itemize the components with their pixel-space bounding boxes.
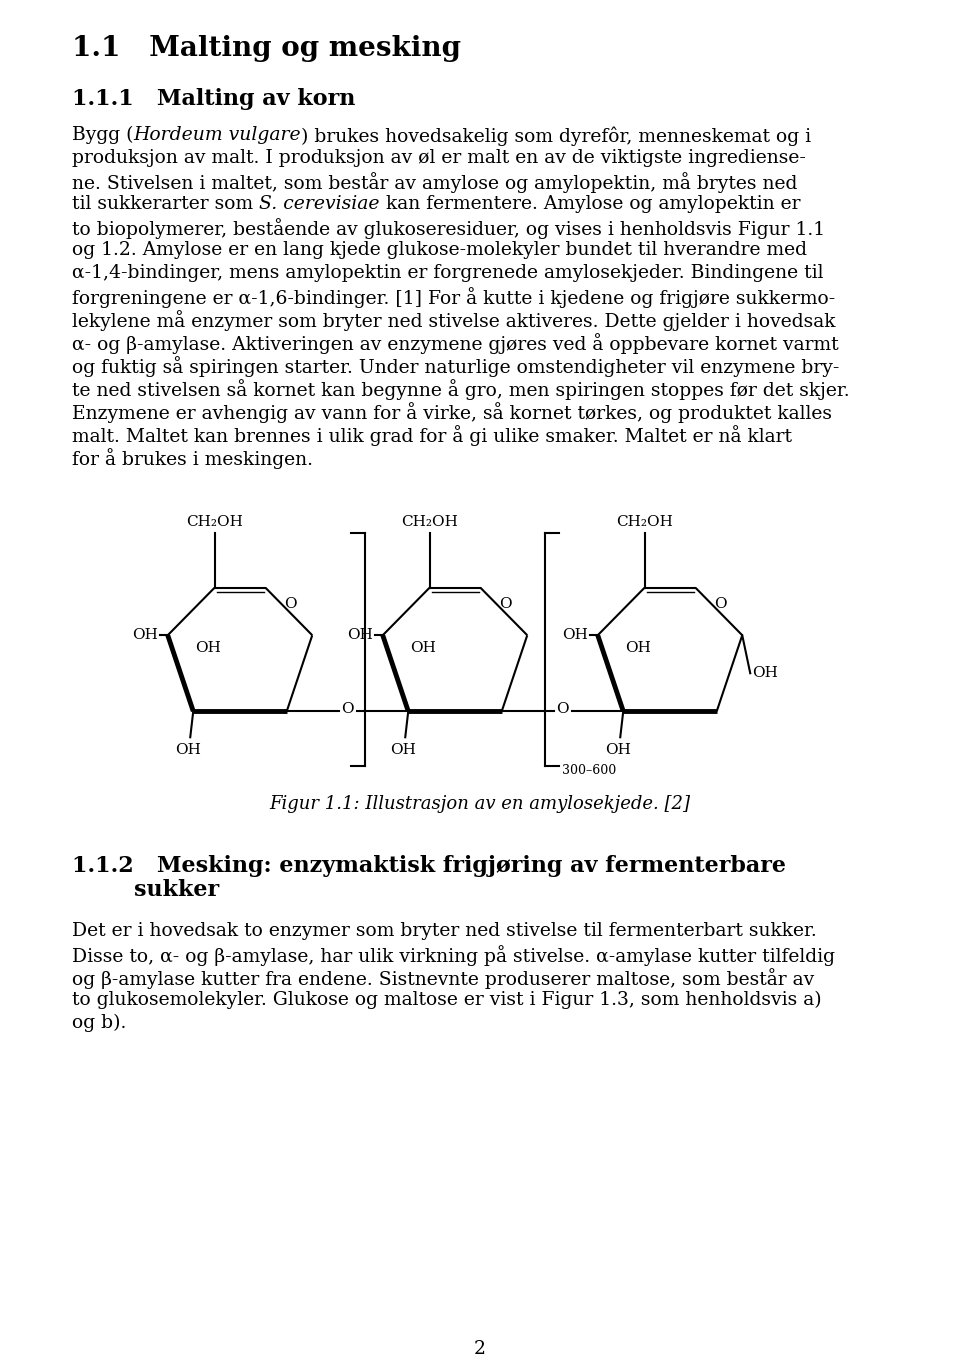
Text: OH: OH (411, 642, 437, 655)
Text: malt. Maltet kan brennes i ulik grad for å gi ulike smaker. Maltet er nå klart: malt. Maltet kan brennes i ulik grad for… (72, 425, 792, 446)
Text: O: O (341, 702, 354, 716)
Text: OH: OH (606, 743, 631, 757)
Text: OH: OH (176, 743, 202, 757)
Text: lekylene må enzymer som bryter ned stivelse aktiveres. Dette gjelder i hovedsak: lekylene må enzymer som bryter ned stive… (72, 310, 835, 330)
Text: O: O (556, 702, 569, 716)
Text: produksjon av malt. I produksjon av øl er malt en av de viktigste ingrediense-: produksjon av malt. I produksjon av øl e… (72, 149, 805, 167)
Text: O: O (714, 596, 727, 610)
Text: Figur 1.1: Illustrasjon av en amylosekjede. [2]: Figur 1.1: Illustrasjon av en amylosekje… (270, 795, 690, 813)
Text: O: O (284, 596, 298, 610)
Text: CH₂OH: CH₂OH (616, 514, 673, 529)
Text: S. cerevisiae: S. cerevisiae (259, 195, 379, 213)
Text: α- og β-amylase. Aktiveringen av enzymene gjøres ved å oppbevare kornet varmt: α- og β-amylase. Aktiveringen av enzymen… (72, 333, 839, 354)
Text: 2: 2 (474, 1339, 486, 1359)
Text: Bygg (: Bygg ( (72, 126, 133, 144)
Text: O: O (499, 596, 513, 610)
Text: 1.1.1   Malting av korn: 1.1.1 Malting av korn (72, 88, 355, 110)
Text: OH: OH (196, 642, 222, 655)
Text: Enzymene er avhengig av vann for å virke, så kornet tørkes, og produktet kalles: Enzymene er avhengig av vann for å virke… (72, 402, 832, 422)
Text: og 1.2. Amylose er en lang kjede glukose-molekyler bundet til hverandre med: og 1.2. Amylose er en lang kjede glukose… (72, 241, 807, 259)
Text: OH: OH (753, 666, 779, 680)
Text: 300–600: 300–600 (563, 764, 616, 777)
Text: til sukkerarter som: til sukkerarter som (72, 195, 259, 213)
Text: 1.1   Malting og mesking: 1.1 Malting og mesking (72, 36, 461, 62)
Text: CH₂OH: CH₂OH (401, 514, 458, 529)
Text: Hordeum vulgare: Hordeum vulgare (133, 126, 301, 144)
Text: Disse to, α- og β-amylase, har ulik virkning på stivelse. α-amylase kutter tilfe: Disse to, α- og β-amylase, har ulik virk… (72, 945, 835, 967)
Text: og fuktig så spiringen starter. Under naturlige omstendigheter vil enzymene bry-: og fuktig så spiringen starter. Under na… (72, 356, 839, 377)
Text: OH: OH (626, 642, 652, 655)
Text: forgreningene er α-1,6-bindinger. [1] For å kutte i kjedene og frigjøre sukkermo: forgreningene er α-1,6-bindinger. [1] Fo… (72, 287, 835, 308)
Text: OH: OH (391, 743, 417, 757)
Text: kan fermentere. Amylose og amylopektin er: kan fermentere. Amylose og amylopektin e… (379, 195, 800, 213)
Text: to biopolymerer, bestående av glukoseresiduer, og vises i henholdsvis Figur 1.1: to biopolymerer, bestående av glukoseres… (72, 218, 826, 239)
Text: ne. Stivelsen i maltet, som består av amylose og amylopektin, må brytes ned: ne. Stivelsen i maltet, som består av am… (72, 171, 798, 193)
Text: Det er i hovedsak to enzymer som bryter ned stivelse til fermenterbart sukker.: Det er i hovedsak to enzymer som bryter … (72, 923, 817, 941)
Text: for å brukes i meskingen.: for å brukes i meskingen. (72, 448, 313, 469)
Text: to glukosemolekyler. Glukose og maltose er vist i Figur 1.3, som henholdsvis a): to glukosemolekyler. Glukose og maltose … (72, 991, 822, 1009)
Text: CH₂OH: CH₂OH (186, 514, 243, 529)
Text: OH: OH (132, 628, 157, 642)
Text: og b).: og b). (72, 1015, 127, 1032)
Text: 1.1.2   Mesking: enzymaktisk frigjøring av fermenterbare: 1.1.2 Mesking: enzymaktisk frigjøring av… (72, 856, 786, 877)
Text: ) brukes hovedsakelig som dyrefôr, menneskemat og i: ) brukes hovedsakelig som dyrefôr, menne… (301, 126, 811, 145)
Text: sukker: sukker (134, 879, 219, 901)
Text: te ned stivelsen så kornet kan begynne å gro, men spiringen stoppes før det skje: te ned stivelsen så kornet kan begynne å… (72, 378, 850, 400)
Text: OH: OH (347, 628, 372, 642)
Text: og β-amylase kutter fra endene. Sistnevnte produserer maltose, som består av: og β-amylase kutter fra endene. Sistnevn… (72, 968, 814, 988)
Text: α-1,4-bindinger, mens amylopektin er forgrenede amylosekjeder. Bindingene til: α-1,4-bindinger, mens amylopektin er for… (72, 265, 824, 282)
Text: OH: OH (562, 628, 588, 642)
